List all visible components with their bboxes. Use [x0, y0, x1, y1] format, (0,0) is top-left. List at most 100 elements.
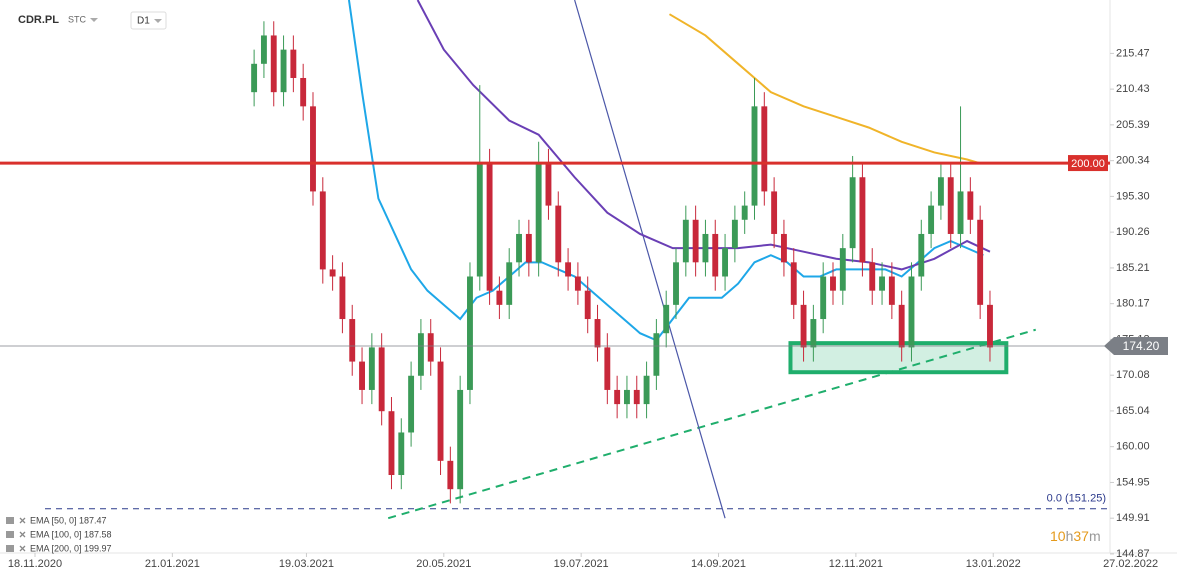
timer-part: 37: [1073, 528, 1089, 544]
candle-body: [653, 333, 660, 376]
dropdown-icon[interactable]: [90, 18, 98, 22]
symbol[interactable]: CDR.PL: [18, 14, 59, 26]
candle-body: [300, 77, 307, 107]
support-zone: [788, 341, 1009, 375]
candle-body: [604, 347, 611, 390]
candle-body: [408, 375, 415, 433]
candle-body: [790, 262, 797, 305]
y-tick-label: 190.26: [1116, 226, 1150, 238]
x-tick-label: 19.07.2021: [554, 558, 609, 570]
candle-body: [437, 361, 444, 461]
y-tick-label: 195.30: [1116, 190, 1150, 202]
candle-body: [869, 262, 876, 291]
x-tick-label: 19.03.2021: [279, 558, 334, 570]
x-tick-label: 21.01.2021: [145, 558, 200, 570]
legend-icon: [6, 531, 14, 538]
candle-body: [565, 262, 572, 277]
candle-body: [516, 233, 522, 263]
candle-body: [447, 460, 454, 490]
legend-entry: EMA [50, 0] 187.47: [30, 515, 107, 525]
candle-body: [898, 304, 905, 348]
dropdown-icon[interactable]: [154, 19, 162, 23]
ema-line: [668, 13, 981, 165]
candle-body: [388, 411, 395, 476]
candle-body: [859, 177, 866, 263]
candle-body: [702, 233, 709, 263]
candle-body: [339, 276, 346, 320]
candle-body: [682, 219, 689, 263]
candle-body: [349, 319, 356, 362]
plot-area: [45, 0, 1110, 520]
level-label: 200.00: [1071, 158, 1105, 170]
candle-body: [319, 191, 326, 270]
y-tick-label: 149.91: [1116, 512, 1150, 524]
candle-body: [496, 290, 503, 305]
legend-close: [19, 545, 26, 552]
candle-body: [594, 319, 601, 348]
x-tick-label: 27.02.2022: [1103, 558, 1158, 570]
candle-body: [545, 163, 552, 206]
candle-body: [310, 106, 316, 192]
mode[interactable]: STC: [68, 14, 87, 24]
candle-body: [977, 219, 984, 305]
price-tag: [1104, 336, 1168, 355]
candle-body: [368, 347, 375, 390]
candle-body: [467, 276, 473, 390]
candle-body: [918, 233, 925, 277]
interval-box[interactable]: [130, 11, 167, 30]
candle-body: [820, 276, 827, 320]
candle-body: [937, 177, 944, 206]
y-tick-label: 160.00: [1116, 441, 1150, 453]
legend-entry: EMA [100, 0] 187.58: [30, 529, 112, 539]
candle-body: [712, 233, 719, 277]
candle-body: [506, 262, 513, 305]
candle-body: [378, 347, 385, 412]
candle-body: [290, 49, 297, 78]
candle-body: [888, 276, 895, 305]
candle-body: [280, 49, 287, 93]
candle-body: [741, 205, 748, 220]
candle-body: [633, 389, 640, 405]
candle-body: [417, 333, 424, 376]
price-label: 174.20: [1123, 339, 1160, 353]
candle-body: [486, 163, 493, 291]
candle-body: [673, 262, 679, 305]
candle-body: [260, 35, 267, 64]
candle-body: [614, 389, 621, 405]
legend-close: [19, 517, 26, 524]
legend-entry: EMA [200, 0] 199.97: [30, 543, 112, 553]
timer: 10h37m: [1050, 528, 1101, 544]
candle-body: [535, 163, 542, 263]
candle-body: [839, 248, 846, 291]
candle-body: [810, 319, 817, 348]
candle-body: [251, 63, 258, 93]
candle-body: [957, 191, 964, 234]
y-tick-label: 210.43: [1116, 83, 1150, 95]
candle-body: [525, 233, 532, 263]
candle-body: [574, 276, 581, 291]
y-tick-label: 154.95: [1116, 476, 1150, 488]
candle-body: [967, 191, 974, 220]
trend-line: [387, 328, 1037, 520]
candle-body: [771, 191, 778, 234]
candle-body: [987, 304, 993, 348]
fib-label: 0.0 (151.25): [1047, 493, 1106, 505]
candle-body: [722, 248, 729, 277]
x-tick-label: 12.11.2021: [829, 558, 883, 570]
candle-body: [457, 389, 464, 490]
candle-body: [359, 361, 365, 390]
candle-body: [879, 276, 885, 291]
timer-part: h: [1066, 528, 1074, 544]
candle-body: [928, 205, 935, 234]
y-tick-label: 165.04: [1116, 405, 1150, 417]
x-tick-label: 14.09.2021: [691, 558, 746, 570]
y-tick-label: 180.17: [1116, 298, 1150, 310]
legend-close: [19, 531, 26, 538]
legend-icon: [6, 545, 14, 552]
x-tick-label: 13.01.2022: [966, 558, 1021, 570]
candle-body: [947, 177, 954, 234]
candle-body: [761, 106, 768, 192]
y-tick-label: 185.21: [1116, 262, 1150, 274]
interval[interactable]: D1: [137, 16, 150, 27]
